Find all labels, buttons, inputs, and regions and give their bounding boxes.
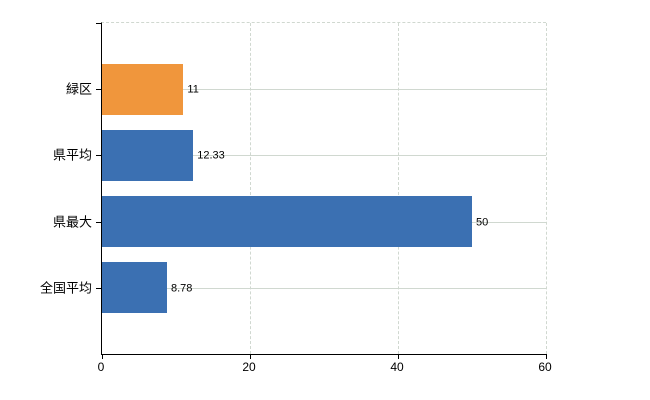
bar-value-label: 8.78 bbox=[170, 282, 193, 295]
category-label: 緑区 bbox=[65, 81, 92, 97]
x-tick-label: 0 bbox=[97, 360, 105, 374]
bar-value-label: 11 bbox=[187, 83, 199, 96]
vertical-gridline bbox=[546, 23, 547, 354]
bar-2 bbox=[102, 196, 472, 248]
category-label: 県最大 bbox=[52, 214, 92, 230]
bar-3 bbox=[102, 262, 167, 314]
x-axis-tick bbox=[546, 354, 547, 359]
x-axis-tick bbox=[398, 354, 399, 359]
horizontal-gridline bbox=[102, 155, 546, 157]
vertical-gridline bbox=[250, 23, 251, 354]
x-tick-label: 60 bbox=[538, 360, 552, 374]
x-axis-tick bbox=[250, 354, 251, 359]
bar-value-label: 12.33 bbox=[197, 149, 225, 162]
y-axis-tick bbox=[96, 155, 102, 157]
bar-0 bbox=[102, 63, 184, 115]
x-tick-label: 40 bbox=[390, 360, 404, 374]
y-axis-end-tick bbox=[96, 23, 102, 24]
x-axis-tick bbox=[102, 354, 103, 359]
y-axis-tick bbox=[96, 287, 102, 289]
category-label: 県平均 bbox=[52, 147, 92, 163]
plot-area: 11 12.33 50 8.78 bbox=[96, 22, 547, 359]
category-label: 全国平均 bbox=[39, 280, 92, 296]
vertical-gridline bbox=[398, 23, 399, 354]
bar-1 bbox=[102, 129, 194, 181]
x-tick-label: 20 bbox=[242, 360, 256, 374]
y-axis-tick bbox=[96, 89, 102, 91]
horizontal-gridline bbox=[102, 89, 546, 91]
horizontal-gridline bbox=[102, 287, 546, 289]
y-axis-tick bbox=[96, 221, 102, 223]
bar-value-label: 50 bbox=[476, 216, 489, 229]
